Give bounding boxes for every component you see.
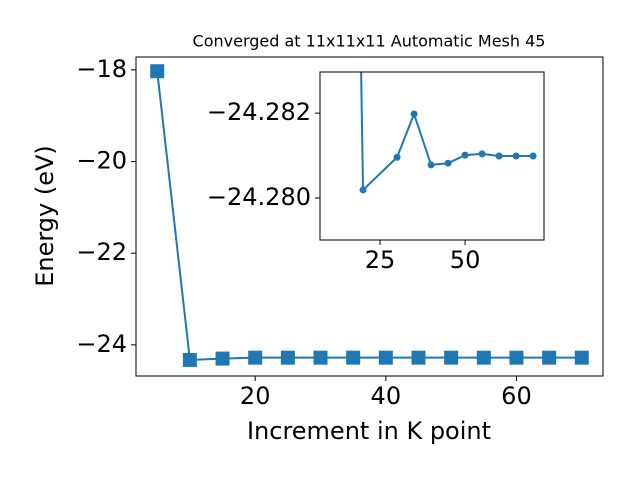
x-axis-label: Increment in K point — [247, 417, 491, 445]
y-tick-label: −18 — [76, 55, 127, 83]
axes-frame — [319, 71, 545, 241]
chart-title: Converged at 11x11x11 Automatic Mesh 45 — [193, 32, 546, 51]
marker — [529, 152, 537, 160]
x-tick-label: 20 — [240, 382, 271, 410]
marker — [495, 152, 503, 160]
marker — [512, 152, 520, 160]
marker — [476, 350, 491, 365]
marker — [509, 350, 524, 365]
marker — [346, 350, 361, 365]
axes-frame — [135, 56, 604, 377]
marker — [248, 350, 263, 365]
x-tick-label: 60 — [501, 382, 532, 410]
marker — [478, 150, 486, 158]
y-tick-label: −20 — [76, 147, 127, 175]
marker — [393, 153, 401, 161]
marker — [313, 350, 328, 365]
plot-clip — [150, 64, 589, 367]
x-tick-label: 25 — [365, 246, 396, 274]
marker — [182, 352, 197, 367]
marker — [411, 350, 426, 365]
x-tick-label: 40 — [371, 382, 402, 410]
marker — [427, 161, 435, 169]
marker — [280, 350, 295, 365]
marker — [359, 186, 367, 194]
y-tick-label: −24.280 — [207, 183, 311, 211]
marker — [215, 351, 230, 366]
marker — [444, 159, 452, 167]
marker — [542, 350, 557, 365]
marker — [410, 110, 418, 118]
marker — [461, 151, 469, 159]
y-axis-label: Energy (eV) — [31, 145, 59, 287]
x-tick-label: 50 — [450, 246, 481, 274]
marker — [574, 350, 589, 365]
plot-clip — [359, 72, 537, 194]
marker — [378, 350, 393, 365]
y-tick-label: −24.282 — [207, 98, 311, 126]
marker — [444, 350, 459, 365]
y-tick-label: −22 — [76, 238, 127, 266]
marker — [150, 64, 165, 79]
y-tick-label: −24 — [76, 330, 127, 358]
